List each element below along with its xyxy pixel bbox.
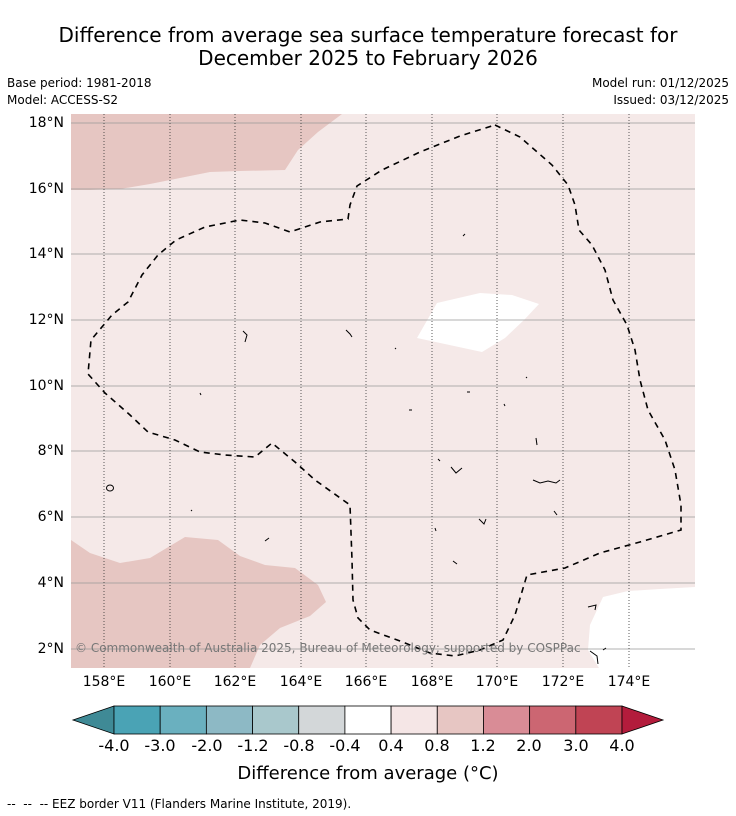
colorbar-segment xyxy=(575,705,623,735)
warm-anomaly-region-south xyxy=(71,537,326,668)
sst-anomaly-map xyxy=(71,114,695,668)
copyright-watermark: © Commonwealth of Australia 2025, Bureau… xyxy=(75,641,581,655)
lat-tick-18n: 18°N xyxy=(28,115,64,131)
colorbar-segment xyxy=(113,705,161,735)
lon-tick-174e: 174°E xyxy=(607,674,651,690)
title-line-2: December 2025 to February 2026 xyxy=(198,46,538,70)
lat-tick-14n: 14°N xyxy=(28,246,64,262)
lon-tick-170e: 170°E xyxy=(475,674,519,690)
colorbar-label-8: 1.2 xyxy=(470,736,496,755)
lon-tick-162e: 162°E xyxy=(213,674,257,690)
lat-tick-12n: 12°N xyxy=(28,312,64,328)
colorbar-segment xyxy=(159,705,207,735)
lon-tick-158e: 158°E xyxy=(82,674,126,690)
colorbar-label-0: -4.0 xyxy=(98,736,130,755)
colorbar-extend-high xyxy=(621,705,665,735)
colorbar-segment xyxy=(344,705,392,735)
colorbar-label-5: -0.4 xyxy=(329,736,361,755)
colorbar-segment xyxy=(252,705,300,735)
model-run: Model run: 01/12/2025 xyxy=(591,76,729,90)
lon-tick-164e: 164°E xyxy=(279,674,323,690)
eez-legend-note: -- -- -- EEZ border V11 (Flanders Marine… xyxy=(7,797,352,811)
colorbar-label-6: 0.4 xyxy=(378,736,404,755)
colorbar-label-10: 3.0 xyxy=(563,736,589,755)
colorbar-segment xyxy=(529,705,577,735)
lon-tick-166e: 166°E xyxy=(344,674,388,690)
neutral-anomaly-region-southeast xyxy=(588,587,695,668)
lon-tick-168e: 168°E xyxy=(410,674,454,690)
colorbar-segment xyxy=(205,705,253,735)
lat-tick-16n: 16°N xyxy=(28,181,64,197)
lat-tick-8n: 8°N xyxy=(37,443,64,459)
latitude-gridlines xyxy=(71,122,695,650)
colorbar-label-11: 4.0 xyxy=(609,736,635,755)
colorbar-label-3: -1.2 xyxy=(237,736,269,755)
colorbar-segment xyxy=(436,705,484,735)
lat-tick-2n: 2°N xyxy=(37,641,64,657)
model-name: Model: ACCESS-S2 xyxy=(7,93,119,107)
colorbar-segment xyxy=(298,705,346,735)
colorbar-label-4: -0.8 xyxy=(283,736,315,755)
colorbar-label-2: -2.0 xyxy=(191,736,223,755)
island-contours xyxy=(106,233,607,665)
colorbar-segments xyxy=(71,705,665,735)
colorbar-segment xyxy=(483,705,531,735)
eez-border xyxy=(87,124,682,657)
colorbar-label-1: -3.0 xyxy=(144,736,176,755)
colorbar-title: Difference from average (°C) xyxy=(237,763,499,784)
issued-date: Issued: 03/12/2025 xyxy=(613,93,729,107)
base-period: Base period: 1981-2018 xyxy=(7,76,152,90)
lon-tick-160e: 160°E xyxy=(148,674,192,690)
lat-tick-4n: 4°N xyxy=(37,575,64,591)
colorbar-label-7: 0.8 xyxy=(424,736,450,755)
colorbar-label-9: 2.0 xyxy=(516,736,542,755)
colorbar xyxy=(71,705,665,735)
lon-tick-172e: 172°E xyxy=(541,674,585,690)
colorbar-extend-low xyxy=(71,705,115,735)
warm-anomaly-region-north xyxy=(71,114,342,190)
lat-tick-6n: 6°N xyxy=(37,509,64,525)
title-line-1: Difference from average sea surface temp… xyxy=(58,23,678,47)
colorbar-segment xyxy=(390,705,438,735)
lat-tick-10n: 10°N xyxy=(28,378,64,394)
neutral-anomaly-region-centre xyxy=(417,293,539,352)
